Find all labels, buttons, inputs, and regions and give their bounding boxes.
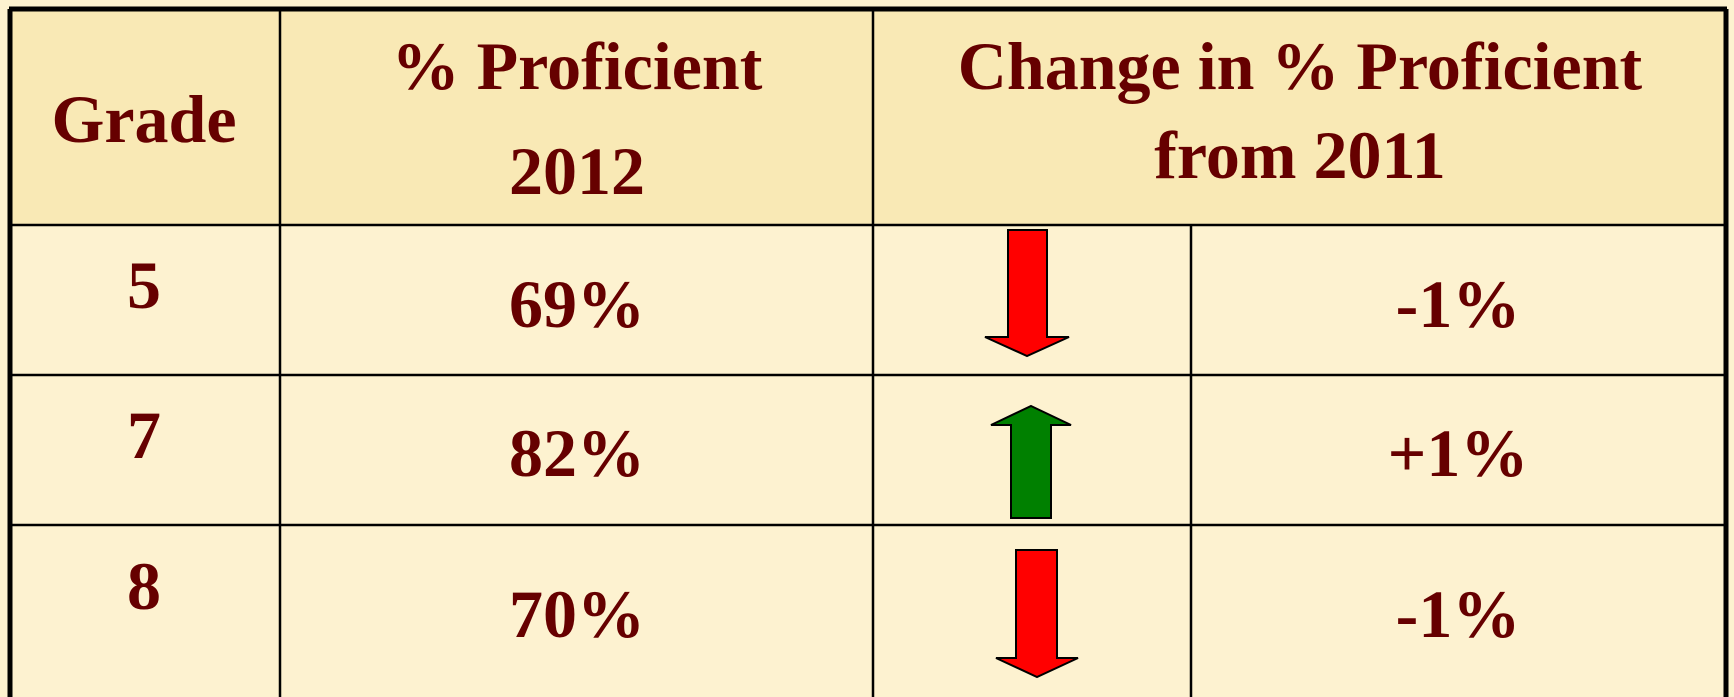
header-change: from 2011 (1154, 117, 1446, 193)
proficient-cell: 70% (509, 576, 645, 652)
down-arrow (995, 549, 1079, 679)
proficient-cell: 82% (509, 415, 645, 491)
up-arrow (990, 404, 1072, 519)
down-arrow (984, 229, 1070, 358)
grid (7, 6, 1729, 697)
grade-cell: 5 (127, 247, 161, 323)
grade-cell: 8 (127, 548, 161, 624)
header-grade: Grade (51, 81, 236, 157)
header-change: Change in % Proficient (958, 28, 1643, 104)
proficient-cell: 69% (509, 266, 645, 342)
change-cell: -1% (1396, 576, 1521, 652)
header-proficient: % Proficient (392, 28, 763, 104)
change-cell: -1% (1396, 266, 1521, 342)
header-proficient: 2012 (509, 133, 645, 209)
grade-cell: 7 (127, 397, 161, 473)
change-cell: +1% (1388, 415, 1529, 491)
header-background (9, 9, 1727, 225)
